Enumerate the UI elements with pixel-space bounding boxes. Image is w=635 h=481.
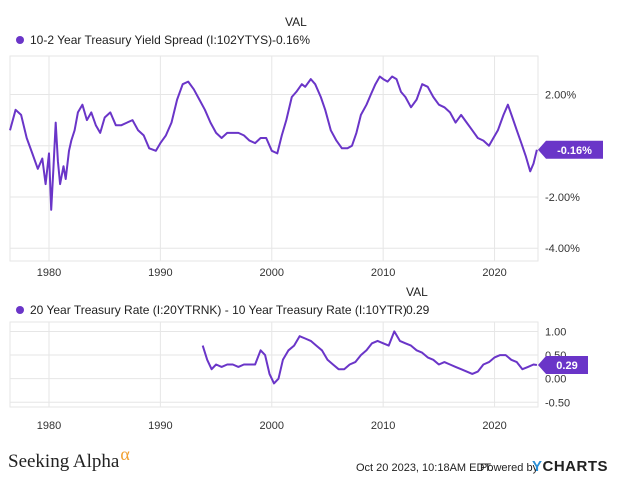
series-color-dot-icon [16, 305, 24, 314]
chart2-plot: 1.000.500.00-0.50198019902000201020200.2… [9, 321, 588, 432]
chart2-y-tick-label: 1.00 [545, 326, 566, 338]
chart1-x-tick-label: 1990 [148, 267, 172, 279]
chart2-legend-entry[interactable]: 20 Year Treasury Rate (I:20YTRNK) - 10 Y… [16, 303, 407, 317]
chart2-x-tick-label: 2010 [371, 420, 395, 432]
chart2-series-name: 20 Year Treasury Rate (I:20YTRNK) - 10 Y… [30, 303, 407, 317]
timestamp: Oct 20 2023, 10:18AM EDT. [356, 462, 493, 474]
chart1-x-tick-label: 1980 [37, 267, 61, 279]
chart2-val-header: VAL [406, 285, 428, 299]
chart1-y-tick-label: 2.00% [545, 89, 576, 101]
brand-text: Seeking Alpha [8, 451, 120, 472]
chart2-series-line [201, 330, 538, 385]
chart1-series-name: 10-2 Year Treasury Yield Spread (I:102YT… [30, 33, 273, 47]
chart1-y-tick-label: -4.00% [545, 243, 580, 255]
chart1-current-value-tag-label: -0.16% [557, 145, 592, 157]
chart1-plot: 2.00%0.00%-2.00%-4.00%198019902000201020… [9, 55, 603, 279]
alpha-mark-icon: α [120, 444, 130, 464]
chart2-y-tick-label: -0.50 [545, 397, 570, 409]
powered-by-label: Powered by [480, 462, 539, 474]
chart2-x-tick-label: 2000 [260, 420, 284, 432]
chart2-x-tick-label: 1980 [37, 420, 61, 432]
seeking-alpha-logo[interactable]: Seeking Alphaα [8, 444, 130, 473]
chart1-legend-entry[interactable]: 10-2 Year Treasury Yield Spread (I:102YT… [16, 33, 272, 47]
chart1-y-tick-label: -2.00% [545, 192, 580, 204]
ycharts-y-mark: Y [532, 458, 543, 475]
chart1-x-tick-label: 2020 [482, 267, 506, 279]
chart2-x-tick-label: 1990 [148, 420, 172, 432]
chart1-series-line [9, 75, 538, 211]
chart2-x-tick-label: 2020 [482, 420, 506, 432]
series-color-dot-icon [16, 35, 24, 44]
chart2-current-value-tag [538, 355, 588, 374]
ycharts-logo[interactable]: YCHARTS [532, 458, 608, 475]
chart1-current-value: -0.16% [272, 33, 311, 47]
chart2-y-tick-label: 0.00 [545, 374, 566, 386]
chart1-x-tick-label: 2010 [371, 267, 395, 279]
chart2-current-value: 0.29 [406, 303, 430, 317]
chart2-current-value-tag-label: 0.29 [556, 360, 577, 372]
chart1-val-header: VAL [285, 15, 307, 29]
ycharts-wordmark: CHARTS [542, 458, 609, 475]
chart2-frame [9, 321, 539, 408]
chart1-current-value-tag [538, 140, 603, 159]
chart1-frame [9, 55, 539, 262]
chart1-x-tick-label: 2000 [260, 267, 284, 279]
